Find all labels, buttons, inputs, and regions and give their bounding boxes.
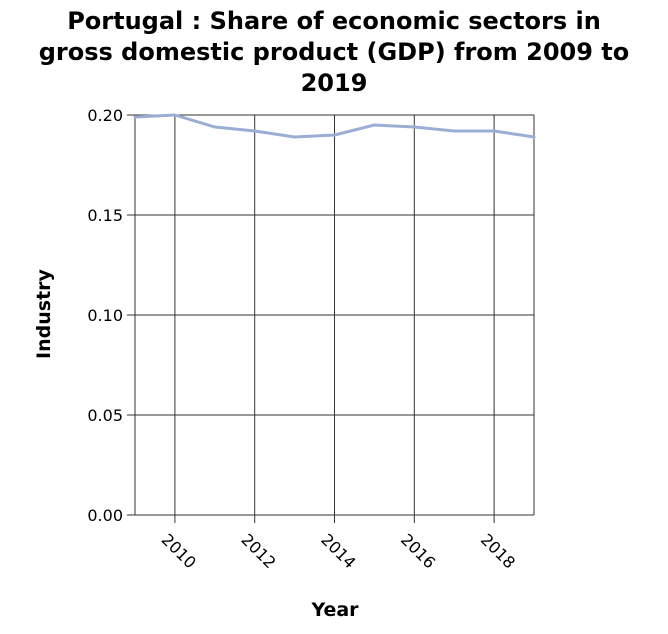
x-tick-label: 2012 xyxy=(237,530,279,572)
x-tick-label: 2014 xyxy=(317,530,359,572)
y-tick-label: 0.20 xyxy=(87,106,123,125)
y-tick-label: 0.15 xyxy=(87,206,123,225)
chart-title-line-2: gross domestic product (GDP) from 2009 t… xyxy=(38,38,630,66)
chart-title: Portugal : Share of economic sectors in … xyxy=(0,6,668,99)
chart-title-line-1: Portugal : Share of economic sectors in xyxy=(67,7,601,35)
y-axis-label: Industry xyxy=(33,269,55,359)
chart-title-line-3: 2019 xyxy=(300,69,368,97)
x-tick-label: 2010 xyxy=(158,530,200,572)
x-axis-label: Year xyxy=(311,599,359,621)
x-tick-label: 2018 xyxy=(477,530,519,572)
y-tick-label: 0.10 xyxy=(87,306,123,325)
y-tick-label: 0.00 xyxy=(87,506,123,525)
series-line xyxy=(133,113,536,139)
y-tick-label: 0.05 xyxy=(87,406,123,425)
x-tick-label: 2016 xyxy=(397,530,439,572)
